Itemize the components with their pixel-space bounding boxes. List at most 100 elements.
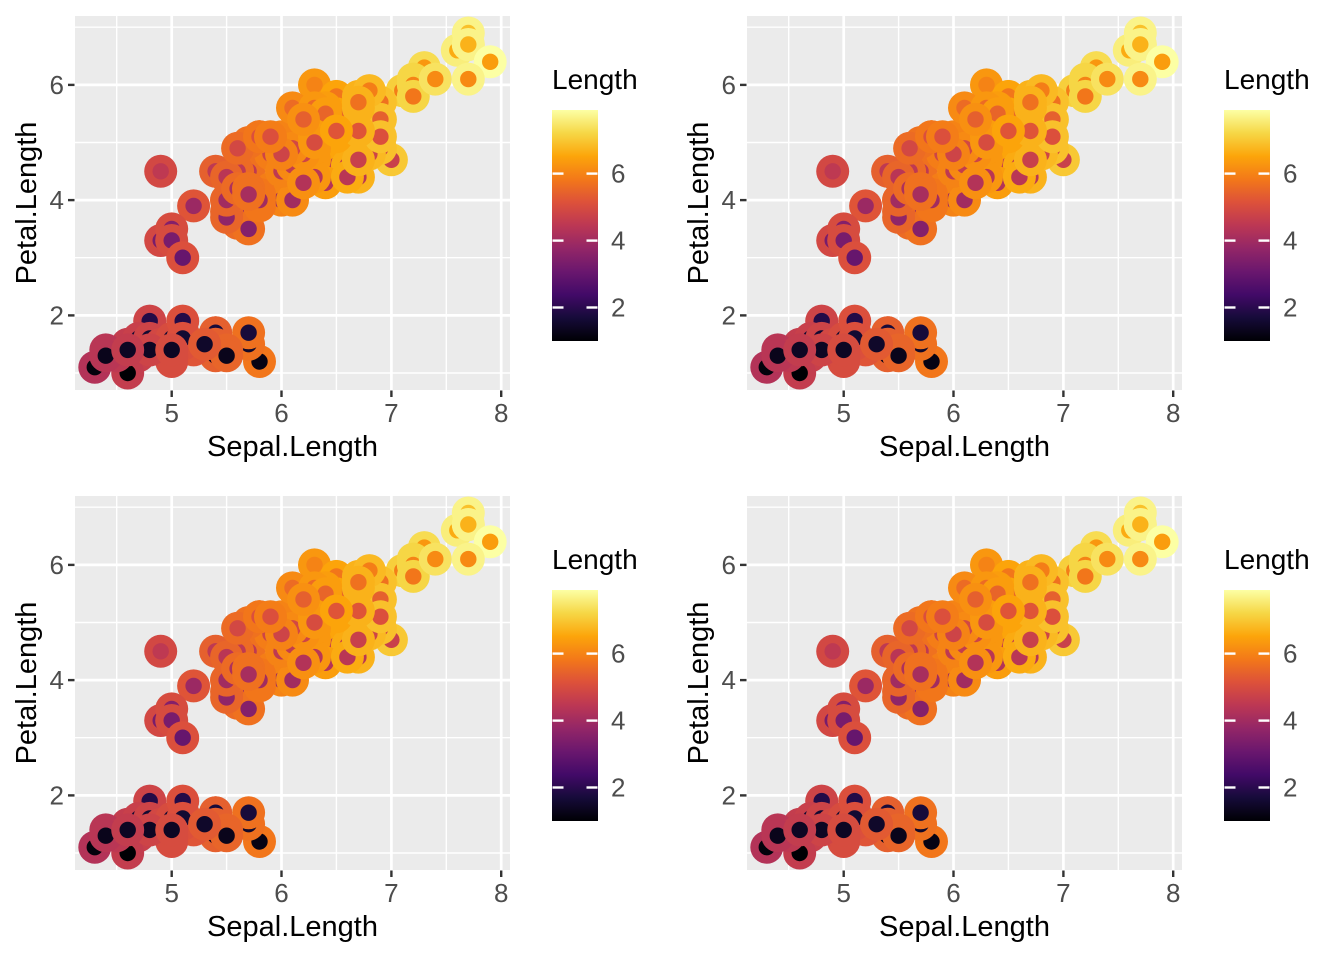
data-point-inner	[262, 128, 279, 145]
data-point-inner	[240, 804, 257, 821]
colorbar	[552, 110, 598, 341]
legend-tick-label: 6	[1283, 159, 1297, 189]
data-point-inner	[857, 197, 874, 215]
data-point-inner	[1022, 122, 1039, 140]
data-point-inner	[218, 347, 235, 364]
data-point-inner	[350, 631, 367, 648]
data-point-inner	[196, 816, 213, 833]
x-axis-title: Sepal.Length	[207, 431, 378, 463]
x-tick-label: 5	[836, 878, 850, 908]
data-point-inner	[350, 574, 367, 591]
data-point-inner	[857, 677, 874, 695]
data-point-inner	[350, 122, 367, 140]
data-point-inner	[350, 94, 367, 111]
legend-title: Length	[1224, 64, 1310, 95]
data-point-inner	[901, 140, 918, 157]
x-tick-label: 6	[946, 878, 960, 908]
data-point-inner	[141, 341, 158, 359]
y-tick-label: 6	[50, 550, 64, 580]
x-tick-label: 8	[494, 878, 508, 908]
data-point-inner	[141, 821, 158, 839]
data-point-inner	[978, 614, 995, 631]
data-point-inner	[1154, 53, 1171, 70]
data-point-inner	[174, 729, 191, 746]
data-point-inner	[967, 591, 984, 608]
legend-tick-label: 6	[611, 639, 625, 669]
data-point-inner	[295, 654, 312, 671]
x-tick-label: 5	[836, 398, 850, 428]
data-point-inner	[835, 821, 852, 839]
subplot-bottom-right: 5 6 7 8 2 4 6 Sepal.Length Petal.Length Length 2 4 6	[672, 480, 1344, 960]
data-point-inner	[824, 643, 841, 660]
y-axis-title: Petal.Length	[11, 122, 43, 285]
data-point-inner	[1077, 568, 1094, 585]
data-point-inner	[912, 804, 929, 821]
data-point-inner	[482, 53, 499, 70]
x-tick-label: 6	[946, 398, 960, 428]
y-tick-label: 4	[50, 185, 64, 215]
data-point-inner	[978, 76, 995, 94]
x-tick-label: 6	[274, 878, 288, 908]
x-tick-label: 8	[1166, 878, 1180, 908]
data-point-inner	[978, 556, 995, 574]
data-point-inner	[1077, 88, 1094, 105]
data-point-inner	[174, 249, 191, 266]
data-point-inner	[229, 140, 246, 157]
data-point-inner	[769, 347, 786, 364]
data-point-inner	[372, 608, 389, 625]
points-layer	[78, 496, 507, 870]
data-point-inner	[119, 821, 136, 839]
subplot-bottom-left: 5 6 7 8 2 4 6 Sepal.Length Petal.Length Length 2 4 6	[0, 480, 672, 960]
x-tick-label: 7	[1056, 878, 1070, 908]
data-point-inner	[868, 336, 885, 353]
colorbar	[552, 590, 598, 821]
data-point-inner	[240, 666, 257, 683]
legend-tick-label: 2	[1283, 293, 1297, 323]
y-tick-label: 2	[50, 780, 64, 810]
data-point-inner	[1000, 122, 1017, 140]
data-point-inner	[427, 550, 444, 568]
data-point-inner	[460, 36, 477, 53]
x-tick-label: 7	[384, 398, 398, 428]
data-point-inner	[350, 602, 367, 620]
colorbar	[1224, 590, 1270, 821]
data-point-inner	[306, 134, 323, 151]
data-point-inner	[306, 556, 323, 574]
data-point-inner	[967, 111, 984, 128]
data-point-inner	[427, 70, 444, 88]
data-point-inner	[1154, 533, 1171, 550]
data-point-inner	[967, 654, 984, 671]
subplot-top-right: 5 6 7 8 2 4 6 Sepal.Length Petal.Length Length 2 4 6	[672, 0, 1344, 480]
legend-tick-label: 6	[611, 159, 625, 189]
data-point-inner	[934, 608, 951, 625]
data-point-inner	[769, 827, 786, 844]
data-point-inner	[912, 666, 929, 683]
data-point-inner	[1022, 574, 1039, 591]
data-point-inner	[240, 700, 257, 718]
data-point-inner	[1044, 128, 1061, 145]
data-point-inner	[185, 197, 202, 215]
y-tick-label: 4	[50, 665, 64, 695]
data-point-inner	[372, 128, 389, 145]
data-point-inner	[813, 341, 830, 359]
legend-title: Length	[552, 544, 638, 575]
data-point-inner	[460, 550, 477, 568]
data-point-inner	[912, 324, 929, 341]
data-point-inner	[152, 163, 169, 180]
data-point-inner	[1132, 516, 1149, 533]
data-point-inner	[868, 816, 885, 833]
data-point-inner	[1099, 70, 1116, 88]
data-point-inner	[152, 643, 169, 660]
data-point-inner	[1022, 602, 1039, 620]
data-point-inner	[824, 163, 841, 180]
data-point-inner	[163, 341, 180, 359]
y-axis-title: Petal.Length	[683, 602, 715, 765]
legend-title: Length	[1224, 544, 1310, 575]
legend-tick-label: 2	[1283, 773, 1297, 803]
data-point-inner	[1132, 550, 1149, 568]
legend-title: Length	[552, 64, 638, 95]
data-point-inner	[813, 821, 830, 839]
